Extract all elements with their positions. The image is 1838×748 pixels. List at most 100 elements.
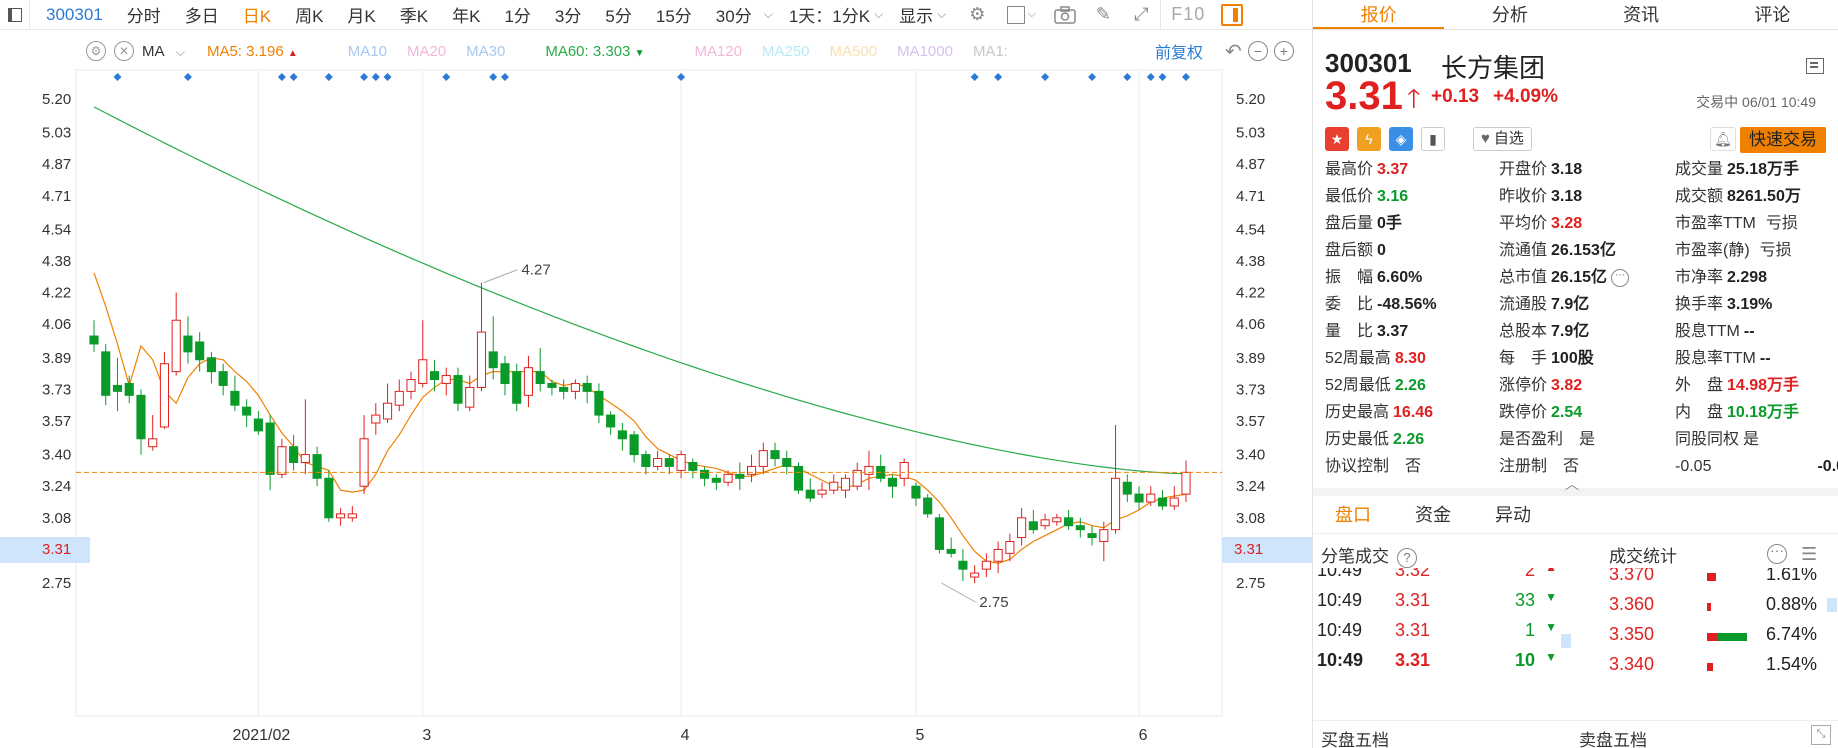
y-tick-label-right: 4.54 <box>1236 221 1265 238</box>
interval-dropdown[interactable]: 1天：1分K ⌵ <box>777 2 895 27</box>
more-info-icon[interactable]: ··· <box>1611 268 1630 287</box>
ma60-value: MA60: 3.303 <box>545 42 631 60</box>
quote-tab[interactable]: 分析 <box>1491 5 1528 25</box>
toolbar-stock-code[interactable]: 300301 <box>46 4 103 24</box>
detail-sub-tab[interactable]: 异动 <box>1495 505 1531 525</box>
price-change-pct: +4.09% <box>1493 86 1558 107</box>
period-tab[interactable]: 月K <box>347 7 376 26</box>
quote-tab[interactable]: 评论 <box>1754 5 1791 25</box>
detail-sub-tab[interactable]: 资金 <box>1415 505 1451 525</box>
candle-body-up <box>1099 529 1109 543</box>
chevron-down-icon: ⌵ <box>175 44 185 59</box>
candle-body-up <box>829 481 839 491</box>
candle-body-up <box>406 379 416 392</box>
pen-draw-icon[interactable]: ✎ <box>1095 4 1111 24</box>
tick-trades-list[interactable]: 10:49 3.32 2 ▲10:49 3.31 33 ▼10:49 3.31 … <box>1313 568 1571 684</box>
fast-trade-button[interactable]: 快速交易 <box>1740 127 1826 153</box>
stat-item: 流通股 7.9亿 <box>1499 293 1589 317</box>
stat-key: 涨停价 <box>1499 377 1548 394</box>
period-tab[interactable]: 周K <box>295 7 324 26</box>
more-periods-chevron-icon[interactable]: ⌵ <box>763 7 773 21</box>
stat-key: 同股同权 <box>1675 431 1740 448</box>
kline-chart[interactable]: 2021/02 3 4 5 6 5.20 5.20 5.03 5.03 4.87 4.87 4.71 4… <box>0 60 1312 748</box>
china-flag-icon[interactable]: ★ <box>1325 127 1349 151</box>
period-tab[interactable]: 年K <box>452 7 481 26</box>
tick-time: 10:49 <box>1317 568 1363 580</box>
ma250-label: MA250 <box>762 42 810 60</box>
bell-icon[interactable]: 🔔︎ <box>1710 127 1736 151</box>
quote-tab[interactable]: 报价 <box>1313 0 1445 29</box>
resize-handle-icon[interactable]: ⤡ <box>1811 725 1831 745</box>
candle-body-up <box>523 367 534 396</box>
annotation-label: 2.75 <box>979 594 1008 611</box>
ma-settings-gear-icon[interactable]: ⚙ <box>86 41 106 61</box>
candle-body-down <box>946 548 956 554</box>
display-dropdown[interactable]: 显示 ⌵ <box>895 2 958 27</box>
tick-scrollbar[interactable] <box>1561 634 1571 648</box>
y-tick-label-left: 3.73 <box>42 381 71 398</box>
panel-toggle-icon[interactable] <box>1221 3 1244 26</box>
period-tab[interactable]: 15分 <box>655 7 692 26</box>
stat-value: 10.18万手 <box>1727 404 1800 421</box>
adjust-mode-button[interactable]: 前复权 <box>1155 45 1204 62</box>
period-tab[interactable]: 季K <box>399 7 429 26</box>
ma1-label: MA1: <box>972 42 1008 60</box>
stock-menu-icon[interactable] <box>1806 58 1824 74</box>
fullscreen-icon[interactable]: ⤢ <box>1134 4 1149 24</box>
period-tab[interactable]: 1分 <box>504 7 531 26</box>
candle-body-down <box>312 454 322 479</box>
undo-icon[interactable]: ↶ <box>1225 40 1242 63</box>
tag-icon[interactable]: ◈ <box>1389 127 1413 151</box>
detail-sub-tab[interactable]: 盘口 <box>1335 505 1371 525</box>
help-icon[interactable]: ? <box>1397 548 1417 568</box>
stat-item: 总股本 7.9亿 <box>1499 320 1589 344</box>
period-tab[interactable]: 30分 <box>715 7 752 26</box>
distribution-scrollbar[interactable] <box>1827 598 1837 612</box>
settings-gear-icon[interactable]: ⚙ <box>969 4 986 24</box>
distribution-pct: 1.54% <box>1765 654 1817 674</box>
candle-body-down <box>606 414 616 428</box>
add-watchlist-button[interactable]: ♥ 自选 <box>1473 127 1532 151</box>
period-tab[interactable]: 分时 <box>126 7 161 26</box>
y-tick-label-left: 2.75 <box>42 575 71 592</box>
quote-tab[interactable]: 资讯 <box>1623 5 1660 25</box>
candle-body-up <box>476 331 487 388</box>
annotation-leader <box>941 582 976 603</box>
bookmark-icon[interactable]: ▮ <box>1421 127 1445 151</box>
candle-body-down <box>559 386 569 392</box>
stat-value: -48.56% <box>1377 296 1437 313</box>
stat-value: 3.82 <box>1551 377 1583 394</box>
ma10-label: MA10 <box>347 42 387 60</box>
stat-item: 最低价 3.16 <box>1325 185 1408 209</box>
lightning-icon[interactable]: ϟ <box>1357 127 1381 151</box>
sidebar-toggle-button[interactable] <box>0 0 30 30</box>
zoom-out-icon[interactable]: − <box>1247 41 1268 61</box>
more-options-icon[interactable]: ··· <box>1767 543 1787 564</box>
candle-body-up <box>723 473 733 483</box>
distribution-row: 3.360 0.88% <box>1571 594 1838 624</box>
zoom-in-icon[interactable]: + <box>1273 41 1294 61</box>
stat-item: 内 盘 10.18万手 <box>1675 401 1799 425</box>
period-tab[interactable]: 5分 <box>605 7 632 26</box>
period-tab[interactable]: 多日 <box>184 7 219 26</box>
ma120-label: MA120 <box>694 42 742 60</box>
stat-key: 最低价 <box>1325 188 1374 205</box>
down-triangle-icon: ▼ <box>1545 590 1557 604</box>
layout-square-icon[interactable]: ⌵ <box>996 0 1046 30</box>
volume-distribution-list[interactable]: 3.370 1.61% 3.360 0.88% 3.350 6.74% 3.340 1… <box>1571 568 1838 684</box>
period-tab[interactable]: 3分 <box>554 7 582 26</box>
list-view-icon[interactable]: ☰ <box>1801 544 1818 564</box>
candle-body-up <box>864 465 874 475</box>
interval-label: 1天：1分K <box>788 7 871 26</box>
camera-icon[interactable] <box>1046 0 1084 30</box>
signal-diamond-icon <box>970 73 979 81</box>
ma-type-dropdown[interactable]: MA ⌵ <box>142 43 185 60</box>
candle-body-up <box>758 450 768 467</box>
stat-key: 是否盈利 <box>1499 431 1564 448</box>
collapse-chevron-up-icon[interactable]: ︿ <box>1565 476 1579 492</box>
f10-button[interactable]: F10 <box>1171 4 1206 24</box>
signal-diamond-icon <box>277 73 286 81</box>
period-tab[interactable]: 日K <box>242 7 272 26</box>
ma-close-icon[interactable]: ✕ <box>114 41 134 61</box>
